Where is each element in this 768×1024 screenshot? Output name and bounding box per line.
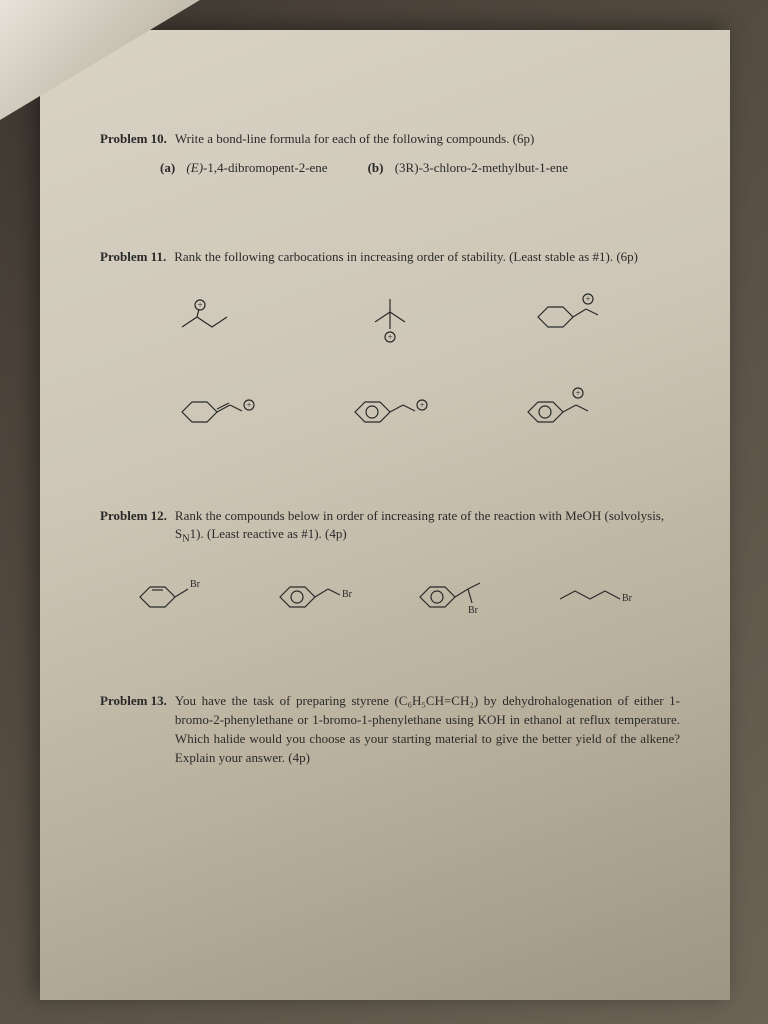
text-post: 1). (Least reactive as #1). (4p) xyxy=(190,526,347,541)
svg-text:+: + xyxy=(246,400,251,410)
compound-b: Br xyxy=(270,567,370,622)
svg-text:+: + xyxy=(576,388,581,398)
br-label: Br xyxy=(468,605,479,616)
compound-a: Br xyxy=(130,567,230,622)
br-label: Br xyxy=(622,593,633,604)
carbocation-6: + xyxy=(518,377,608,437)
svg-text:+: + xyxy=(586,294,591,304)
compound-row: Br Br Br Br xyxy=(100,567,680,622)
part-label: (a) xyxy=(160,160,175,175)
problem-text: Write a bond-line formula for each of th… xyxy=(175,130,680,149)
part-a: (a) (E)-1,4-dibromopent-2-ene xyxy=(160,159,328,178)
part-label: (b) xyxy=(368,160,384,175)
compound-c: Br xyxy=(410,567,510,622)
carbocation-1: + xyxy=(172,287,262,347)
carbocation-2: + xyxy=(345,287,435,347)
problem-13: Problem 13. You have the task of prepari… xyxy=(100,692,680,767)
problem-label: Problem 10. xyxy=(100,130,167,149)
problem-text: Rank the compounds below in order of inc… xyxy=(175,507,680,548)
compound-name: -1,4-dibromopent-2-ene xyxy=(203,160,328,175)
problem-text: Rank the following carbocations in incre… xyxy=(174,248,680,267)
problem-label: Problem 12. xyxy=(100,507,167,526)
carbocation-row-2: + + + xyxy=(100,377,680,437)
br-label: Br xyxy=(342,589,353,600)
compound-d: Br xyxy=(550,567,650,622)
textbook-page: Problem 10. Write a bond-line formula fo… xyxy=(40,30,730,1000)
problem-label: Problem 11. xyxy=(100,248,166,267)
carbocation-3: + xyxy=(518,287,608,347)
svg-text:+: + xyxy=(419,400,424,410)
problem-label: Problem 13. xyxy=(100,692,167,711)
carbocation-row-1: + + + xyxy=(100,287,680,347)
svg-text:+: + xyxy=(197,300,202,310)
svg-text:+: + xyxy=(387,332,392,342)
text-sub: N xyxy=(182,534,190,545)
problem-10: Problem 10. Write a bond-line formula fo… xyxy=(100,130,680,178)
problem-11: Problem 11. Rank the following carbocati… xyxy=(100,248,680,437)
carbocation-5: + xyxy=(345,377,435,437)
problem-text: You have the task of preparing styrene (… xyxy=(175,692,680,767)
part-b: (b) (3R)-3-chloro-2-methylbut-1-ene xyxy=(368,159,568,178)
compound-name: -3-chloro-2-methylbut-1-ene xyxy=(419,160,568,175)
compound-prefix: (E) xyxy=(186,160,203,175)
problem-12: Problem 12. Rank the compounds below in … xyxy=(100,507,680,623)
carbocation-4: + xyxy=(172,377,262,437)
br-label: Br xyxy=(190,579,201,590)
compound-prefix: (3R) xyxy=(395,160,419,175)
